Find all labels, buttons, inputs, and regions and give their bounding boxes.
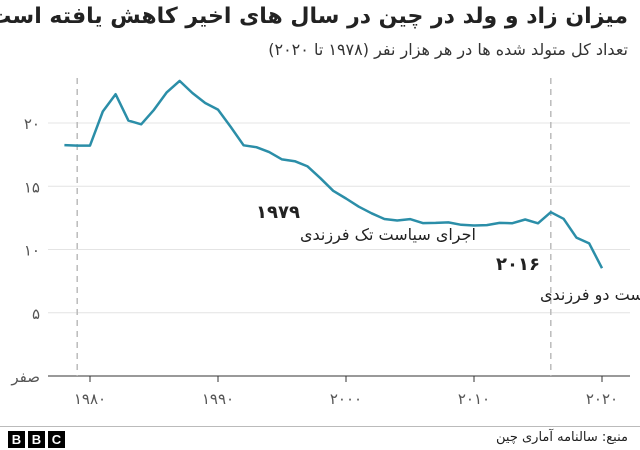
annotation-text: اجرای سیاست تک فرزندی — [300, 225, 476, 245]
x-tick-label: ۲۰۲۰ — [586, 390, 618, 408]
y-tick-label: ۵ — [32, 305, 40, 323]
x-tick-label: ۲۰۱۰ — [458, 390, 490, 408]
annotation-text: اجرای سیاست دو فرزندی — [540, 285, 640, 305]
x-tick-label: ۱۹۹۰ — [202, 390, 234, 408]
chart-subtitle: تعداد کل متولد شده ها در هر هزار نفر (۱۹… — [268, 40, 628, 59]
y-tick-label: ۱۵ — [24, 178, 40, 196]
annotation-year: ۲۰۱۶ — [496, 254, 540, 275]
y-tick-label: صفر — [10, 368, 40, 386]
birth-rate-line — [64, 79, 604, 269]
annotation-year: ۱۹۷۹ — [256, 202, 300, 223]
source-text: منبع: سالنامه آماری چین — [496, 430, 628, 445]
footer-divider — [0, 426, 640, 427]
chart-title: میزان زاد و ولد در چین در سال های اخیر ک… — [0, 4, 628, 29]
x-tick-label: ۲۰۰۰ — [330, 390, 362, 408]
x-tick-label: ۱۹۸۰ — [74, 390, 106, 408]
y-tick-label: ۱۰ — [24, 242, 40, 260]
y-tick-label: ۲۰ — [24, 115, 40, 133]
